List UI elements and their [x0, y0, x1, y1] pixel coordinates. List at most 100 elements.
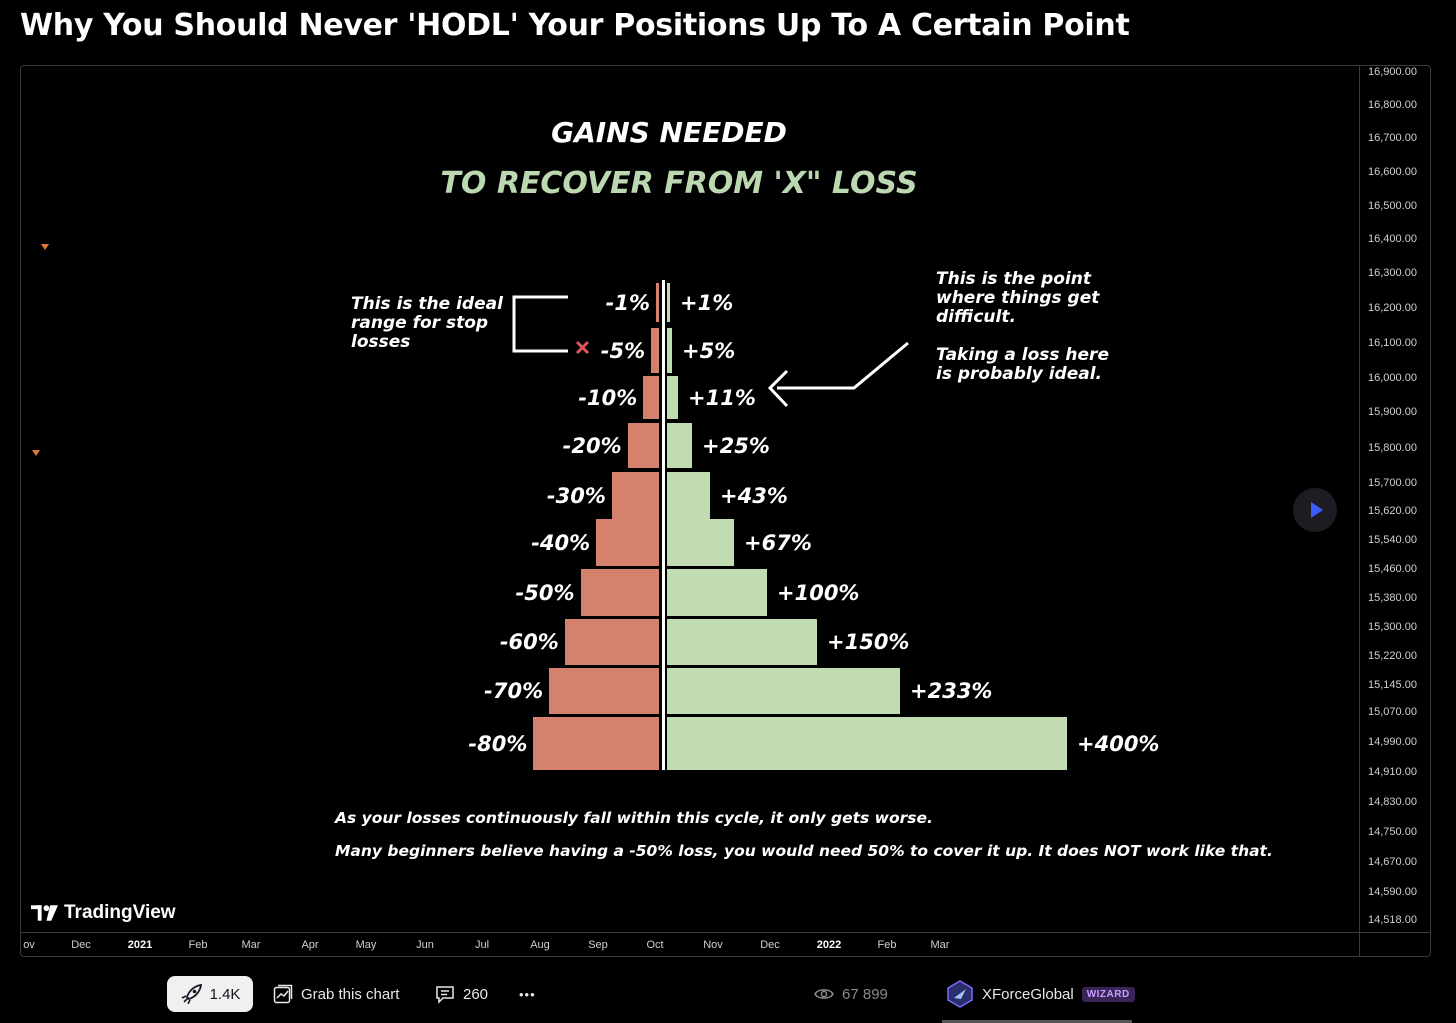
price-axis[interactable]: 16,900.00 16,800.00 16,700.00 16,600.00 16,5… [1359, 66, 1430, 932]
gain-bar [667, 569, 767, 616]
time-tick: Mar [241, 939, 261, 951]
price-tick: 15,900.00 [1368, 406, 1417, 418]
loss-bar [533, 717, 659, 770]
play-icon [1310, 502, 1323, 518]
gain-label: +25% [702, 433, 770, 458]
tradingview-logo[interactable]: TradingView [31, 902, 176, 924]
comments-count: 260 [463, 985, 489, 1003]
gain-label: +400% [1077, 731, 1160, 756]
loss-label: -70% [484, 679, 544, 703]
chart-marker-icon [41, 244, 49, 250]
time-tick: Dec [71, 939, 91, 951]
price-tick: 15,145.00 [1368, 679, 1417, 691]
loss-label: -80% [468, 731, 528, 756]
loss-label: -50% [515, 580, 575, 605]
chart-marker-icon [32, 450, 40, 456]
time-tick: Aug [530, 939, 550, 951]
gain-bar [667, 519, 734, 566]
gain-bar [667, 717, 1067, 770]
time-tick: May [355, 939, 377, 951]
loss-label: -40% [531, 530, 591, 555]
time-tick: Jun [416, 939, 434, 951]
time-tick: Feb [188, 939, 208, 951]
axis-corner [1359, 932, 1430, 956]
more-button[interactable]: ••• [519, 976, 536, 1012]
time-tick: Oct [646, 939, 664, 951]
page-title: Why You Should Never 'HODL' Your Positio… [20, 8, 1130, 43]
tradingview-icon [31, 905, 58, 921]
boost-button[interactable]: 1.4K [167, 976, 253, 1012]
gain-label: +5% [682, 338, 736, 363]
time-tick: Nov [703, 939, 723, 951]
price-tick: 16,200.00 [1368, 302, 1417, 314]
price-tick: 14,910.00 [1368, 766, 1417, 778]
footer-bar: 1.4K Grab this chart 260 ••• 67 899 [0, 965, 1456, 1023]
price-tick: 16,500.00 [1368, 200, 1417, 212]
loss-bar [564, 619, 659, 665]
price-tick: 16,900.00 [1368, 66, 1417, 78]
price-tick: 16,600.00 [1368, 166, 1417, 178]
gain-bar [667, 283, 670, 322]
price-tick: 16,000.00 [1368, 372, 1417, 384]
price-tick: 15,220.00 [1368, 650, 1417, 662]
grab-chart-label: Grab this chart [301, 985, 400, 1003]
price-tick: 15,070.00 [1368, 706, 1417, 718]
chart-grab-icon [273, 984, 293, 1004]
price-tick: 14,990.00 [1368, 736, 1417, 748]
comments-button[interactable]: 260 [435, 976, 488, 1012]
gain-label: +11% [688, 385, 756, 410]
author-link[interactable]: XForceGlobal WIZARD [946, 976, 1135, 1012]
author-badge: WIZARD [1081, 986, 1135, 1002]
note-difficult: This is the point where things get diffi… [936, 269, 1100, 327]
gain-bar [667, 328, 672, 373]
loss-bar [611, 472, 659, 519]
gain-bar [667, 423, 692, 468]
time-tick: Dec [760, 939, 780, 951]
more-icon: ••• [519, 986, 536, 1002]
annotation-lines [512, 295, 909, 408]
price-tick: 14,518.00 [1368, 914, 1417, 926]
author-underline [942, 1020, 1132, 1023]
loss-label: -5% [600, 338, 646, 363]
grab-chart-button[interactable]: Grab this chart [273, 976, 399, 1012]
price-tick: 14,830.00 [1368, 796, 1417, 808]
price-tick: 16,100.00 [1368, 337, 1417, 349]
x-mark-icon [575, 340, 590, 355]
time-tick: Jul [474, 939, 490, 951]
note-stop-loss: This is the ideal range for stop losses [351, 294, 503, 352]
comment-icon [436, 986, 454, 1004]
rocket-icon [181, 984, 202, 1004]
loss-label: -60% [499, 630, 559, 654]
time-tick: Feb [877, 939, 897, 951]
gain-bar [667, 619, 817, 665]
price-tick: 14,590.00 [1368, 886, 1417, 898]
price-tick: 16,700.00 [1368, 132, 1417, 144]
price-tick: 16,400.00 [1368, 233, 1417, 245]
play-button[interactable] [1293, 488, 1337, 532]
time-tick: Apr [301, 939, 319, 951]
loss-label: -20% [562, 433, 622, 458]
gain-bar [667, 668, 900, 714]
price-tick: 15,700.00 [1368, 477, 1417, 489]
boost-count: 1.4K [209, 985, 241, 1003]
time-tick: 2022 [816, 939, 842, 951]
chart-subheading: TO RECOVER FROM 'X" LOSS [440, 166, 918, 201]
gain-label: +1% [680, 290, 734, 315]
price-tick: 15,800.00 [1368, 442, 1417, 454]
price-tick: 15,540.00 [1368, 534, 1417, 546]
gain-label: +43% [720, 483, 788, 508]
chart-heading: GAINS NEEDED [551, 116, 787, 149]
loss-label: -30% [546, 483, 606, 508]
time-tick: ov [23, 939, 35, 951]
center-divider [662, 280, 665, 770]
gain-label: +67% [744, 530, 812, 555]
time-axis[interactable]: ov Dec 2021 Feb Mar Apr May Jun Jul Aug Sep Oct Nov D… [21, 932, 1430, 956]
gain-label: +100% [777, 580, 860, 605]
price-tick: 15,380.00 [1368, 592, 1417, 604]
chart-frame[interactable]: GAINS NEEDED TO RECOVER FROM 'X" LOSS -1… [20, 65, 1431, 957]
views-counter: 67 899 [814, 976, 888, 1012]
caption-2: Many beginners believe having a -50% los… [335, 842, 1273, 860]
price-tick: 14,750.00 [1368, 826, 1417, 838]
gain-label: +233% [910, 679, 993, 703]
loss-bar [596, 519, 659, 566]
